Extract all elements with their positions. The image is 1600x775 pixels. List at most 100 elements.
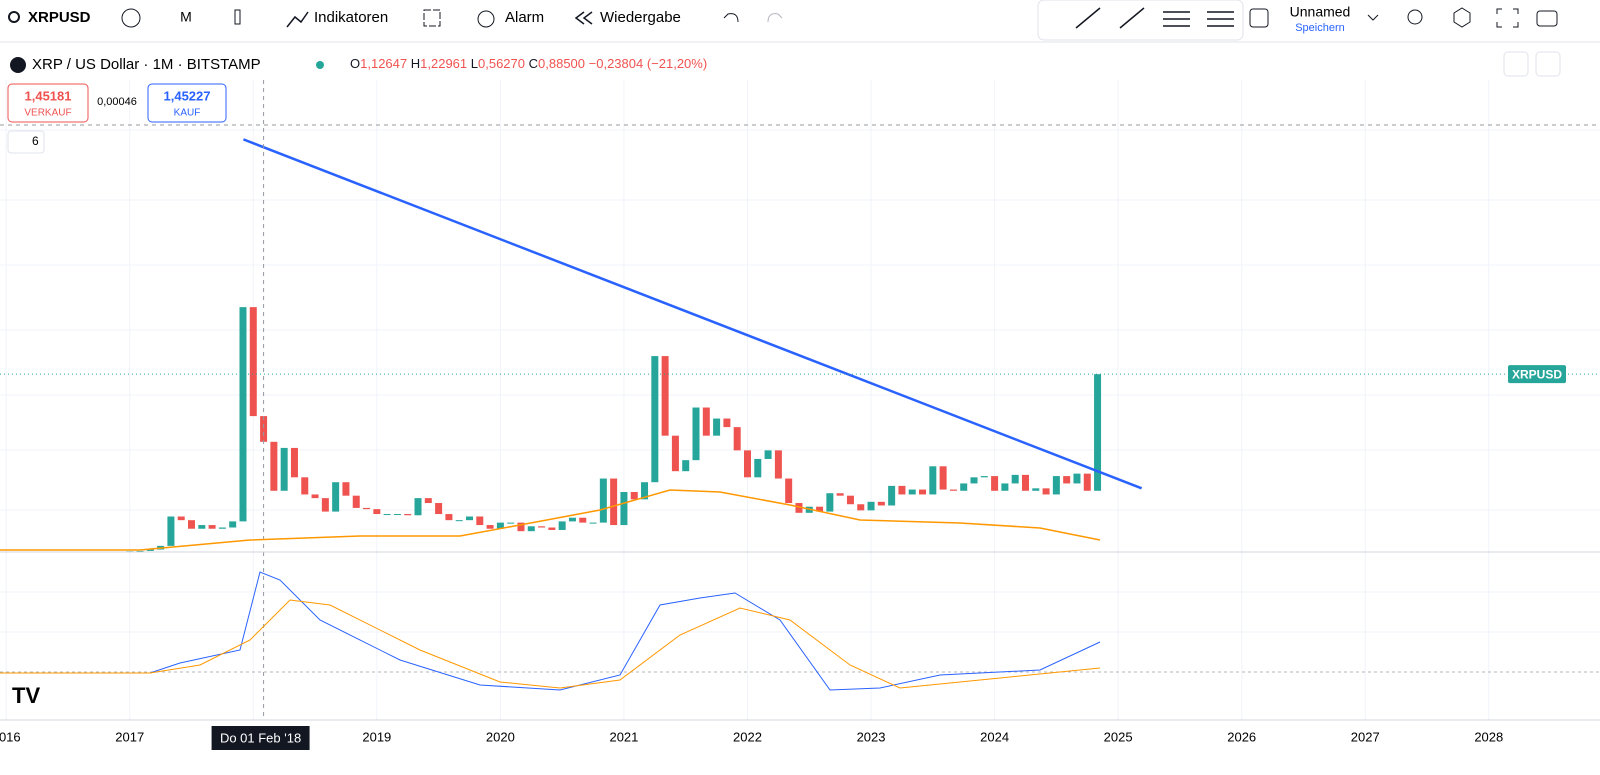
alarm-icon[interactable] [477, 10, 495, 28]
reset-button[interactable] [1535, 51, 1561, 77]
redo-icon[interactable] [767, 13, 783, 23]
candle [1083, 473, 1091, 491]
x-tick-label: 2021 [609, 729, 638, 744]
candle [764, 450, 772, 459]
candle [970, 477, 978, 484]
candle [435, 503, 443, 515]
candle [795, 503, 803, 513]
candle [239, 307, 247, 522]
candle [846, 495, 854, 505]
fullscreen[interactable] [1496, 8, 1519, 28]
layout-menu[interactable] [1367, 14, 1379, 21]
candle [1001, 483, 1009, 491]
candle [445, 514, 453, 521]
candle [486, 525, 494, 529]
crosshair-label: Do 01 Feb '18 [220, 730, 301, 745]
candle [949, 489, 957, 491]
legend-title: XRP / US Dollar · 1M · BITSTAMP [32, 56, 261, 73]
candle [641, 482, 649, 500]
candle [610, 478, 618, 526]
undo-icon[interactable] [723, 13, 739, 23]
candle [980, 476, 988, 478]
candle [558, 521, 566, 530]
market-status [316, 61, 324, 69]
candle [960, 483, 968, 491]
replay-icon[interactable] [574, 11, 593, 25]
candle [496, 522, 504, 529]
candle [424, 498, 432, 504]
candle [280, 447, 288, 491]
x-tick-label: 2020 [486, 729, 515, 744]
snapshot[interactable] [1536, 10, 1558, 27]
search-icon[interactable] [8, 11, 20, 23]
candle [301, 477, 309, 495]
indicator-icon[interactable] [286, 11, 309, 28]
scroll-button[interactable] [1503, 51, 1529, 77]
templates-icon[interactable] [423, 9, 441, 27]
candle-icon[interactable] [234, 9, 241, 25]
candle [1011, 474, 1019, 484]
symbol[interactable]: XRPUSD [28, 9, 91, 26]
sell-price: 1,45181 [25, 88, 72, 103]
x-tick-label: 2016 [0, 729, 21, 744]
candle [527, 526, 535, 532]
layout-icon[interactable] [1249, 8, 1269, 28]
candle [260, 416, 268, 442]
settings[interactable] [1453, 7, 1471, 28]
candle [816, 506, 824, 512]
alarm[interactable]: Alarm [505, 9, 544, 26]
indicators[interactable]: Indikatoren [314, 9, 388, 26]
candle [836, 493, 844, 496]
x-tick-label: 2022 [733, 729, 762, 744]
ohlc: O1,12647 H1,22961 L0,56270 C0,88500 −0,2… [350, 56, 707, 71]
candle [867, 501, 875, 511]
replay[interactable]: Wiedergabe [600, 9, 681, 26]
candle [1063, 476, 1071, 484]
drawing-toolbar [1037, 0, 1244, 41]
candle [661, 356, 669, 436]
buy-button[interactable] [147, 83, 227, 123]
candle [651, 356, 659, 483]
candle [373, 509, 381, 515]
candle [342, 482, 350, 496]
candle [393, 514, 401, 516]
candle [188, 520, 196, 529]
candle [177, 516, 185, 521]
trendline [242, 138, 1143, 490]
x-tick-label: 2024 [980, 729, 1009, 744]
quick-search[interactable] [1407, 9, 1423, 25]
sell-label: VERKAUF [24, 108, 71, 119]
candle [167, 516, 175, 546]
candle [507, 522, 515, 524]
candle [476, 516, 484, 526]
candle [352, 495, 360, 508]
volume-ma [0, 489, 1101, 551]
candle [620, 492, 628, 526]
candle [785, 478, 793, 504]
spread: 0,00046 [97, 96, 137, 108]
interval[interactable]: M [180, 9, 192, 25]
l-label: L [471, 56, 478, 71]
candle [1021, 474, 1029, 491]
drawing-tools[interactable] [1075, 7, 1234, 29]
candle [919, 489, 927, 495]
add-icon[interactable] [121, 8, 141, 28]
candle [517, 522, 525, 532]
buy-price: 1,45227 [164, 88, 211, 103]
candle [898, 485, 906, 495]
candle [754, 458, 762, 478]
sell-button[interactable] [7, 83, 89, 123]
toolbar [0, 0, 1600, 40]
indicator-toggle[interactable] [7, 130, 45, 154]
crosshair-box [211, 726, 310, 750]
candle [249, 307, 257, 417]
candle [1052, 476, 1060, 495]
save[interactable]: Speichern [1295, 22, 1345, 34]
candle [548, 527, 556, 530]
o-label: O [350, 56, 360, 71]
layout-name[interactable]: Unnamed [1290, 4, 1351, 20]
l: 0,56270 [478, 56, 525, 71]
candle [383, 514, 391, 516]
